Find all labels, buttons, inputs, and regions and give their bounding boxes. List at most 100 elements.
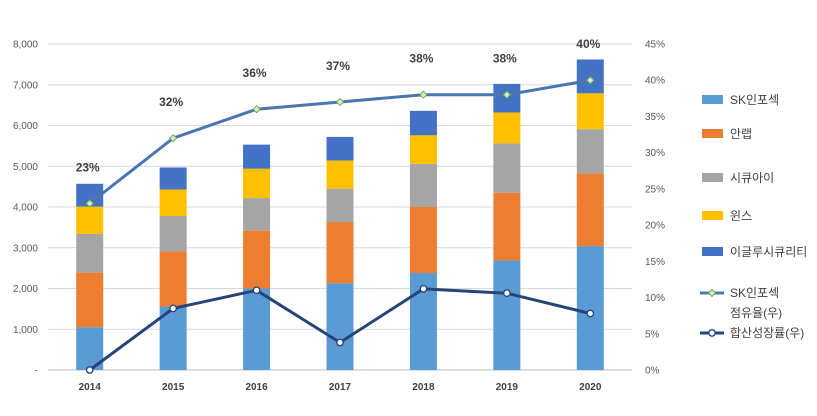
bar-segment [409, 110, 437, 136]
bar-segment [409, 135, 437, 164]
y-right-tick-label: 45% [645, 40, 665, 51]
line-marker [586, 309, 595, 318]
line-marker [419, 90, 428, 99]
right-axis: 0% 5% 10% 15% 20% 25% 30% 35% 40% 45% [645, 40, 665, 377]
x-tick-label: 2016 [245, 382, 268, 393]
bar-segment [76, 183, 104, 207]
line-marker [169, 304, 177, 313]
left-axis: - 1,000 2,000 3,000 4,000 5,000 6,000 7,000 8,00… [13, 40, 38, 377]
x-tick-label: 2015 [162, 382, 185, 393]
data-label: 32% [159, 95, 183, 109]
x-tick-label: 2014 [79, 382, 102, 393]
data-label: 40% [576, 37, 600, 51]
legend-label: SK인포섹 [730, 93, 779, 107]
bar-segment [243, 198, 271, 231]
y-right-tick-label: 10% [645, 293, 665, 304]
y-right-tick-label: 15% [645, 257, 665, 268]
data-label: 37% [326, 59, 350, 73]
bar-segment [409, 207, 437, 274]
x-tick-label: 2019 [496, 382, 519, 393]
legend-label: 윈스 [730, 209, 752, 223]
data-label: 38% [493, 52, 517, 66]
y-right-tick-label: 35% [645, 112, 665, 123]
line-marker [335, 97, 345, 107]
legend-label: 시큐아이 [730, 171, 774, 185]
legend-swatch [702, 211, 723, 220]
bar-segment [159, 251, 187, 307]
legend-label: 안랩 [730, 127, 752, 141]
bar-segment [159, 306, 187, 370]
line-marker [502, 90, 512, 99]
data-label: 23% [76, 160, 100, 174]
bar-segment [243, 230, 271, 289]
y-left-tick-label: - [35, 366, 38, 377]
y-right-tick-label: 30% [645, 148, 665, 159]
bar-segment [576, 246, 604, 370]
y-left-tick-label: 6,000 [13, 121, 38, 132]
bar-segment [76, 206, 104, 234]
x-tick-label: 2017 [329, 382, 352, 393]
bar-segment [493, 192, 521, 261]
bar-segment [326, 160, 354, 189]
legend-label: 이글루시큐리티 [730, 245, 807, 259]
bar-segment [576, 93, 604, 130]
x-tick-label: 2020 [579, 382, 602, 393]
line-marker [419, 285, 428, 293]
bar-segment [493, 143, 521, 193]
bar-segment [576, 173, 604, 247]
bar-segment [159, 189, 187, 216]
bar-segment [159, 215, 187, 252]
lines: 23% 32% 36% 37% 38% 38% 40% [76, 37, 601, 374]
line-marker [168, 133, 178, 143]
line-marker [503, 289, 511, 298]
bar-segment [326, 222, 354, 284]
line-marker [252, 104, 261, 114]
legend-label: SK인포섹 점유율(우) [730, 286, 782, 320]
y-left-tick-label: 3,000 [13, 243, 38, 254]
legend-marker [707, 288, 717, 298]
y-right-tick-label: 20% [645, 221, 665, 232]
bar-segment [326, 283, 354, 370]
line-marker [85, 366, 94, 374]
legend-swatch [702, 129, 723, 138]
bar-segment [493, 112, 521, 144]
bar-segment [159, 167, 187, 190]
line-marker [85, 199, 94, 208]
y-left-tick-label: 5,000 [13, 162, 38, 173]
y-left-tick-label: 1,000 [13, 325, 38, 336]
y-right-tick-label: 40% [645, 76, 665, 87]
bar-segment [243, 144, 271, 169]
legend-swatch [702, 173, 723, 182]
x-axis: 2014 2015 2016 2017 2018 2019 2020 [79, 382, 602, 393]
bar-segment [243, 168, 271, 199]
bar-segment [409, 163, 437, 207]
bar-segment [76, 272, 104, 328]
bar-segment [493, 260, 521, 370]
data-label: 38% [409, 52, 433, 66]
data-label: 36% [243, 66, 267, 80]
bar-segment [576, 129, 604, 174]
legend-marker [708, 329, 716, 337]
line-marker [586, 76, 595, 85]
y-right-tick-label: 5% [645, 329, 660, 340]
y-left-tick-label: 2,000 [13, 284, 38, 295]
y-right-tick-label: 25% [645, 184, 665, 195]
y-right-tick-label: 0% [645, 366, 660, 377]
y-left-tick-label: 8,000 [13, 40, 38, 51]
bar-segment [326, 136, 354, 161]
bar-segment [326, 188, 354, 223]
legend-swatch [702, 95, 723, 104]
line-marker [252, 286, 261, 295]
bar-segment [76, 233, 104, 273]
bar-segment [243, 288, 271, 370]
y-left-tick-label: 4,000 [13, 203, 38, 214]
line-marker [336, 338, 344, 347]
legend-label: 합산성장률(우) [730, 326, 804, 340]
x-tick-label: 2018 [412, 382, 435, 393]
y-left-tick-label: 7,000 [13, 80, 38, 91]
bars [76, 59, 604, 370]
legend-swatch [702, 247, 723, 256]
